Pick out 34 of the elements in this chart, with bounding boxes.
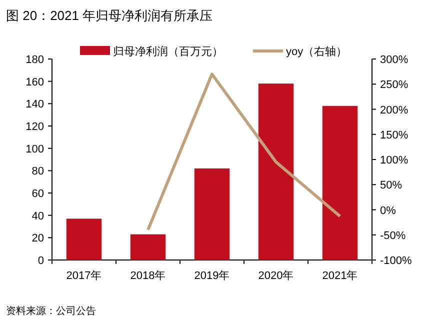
x-tick-label: 2017年 bbox=[66, 270, 102, 282]
y-tick-label: 0 bbox=[38, 255, 44, 267]
y-tick-label: 100 bbox=[26, 143, 44, 156]
line-series bbox=[146, 72, 342, 232]
y2-tick-label: 50% bbox=[380, 180, 402, 192]
bar bbox=[322, 106, 358, 260]
bar bbox=[66, 218, 102, 260]
y-tick-label: 80 bbox=[32, 166, 44, 178]
y-tick-label: 40 bbox=[32, 210, 44, 222]
y-tick-label: 140 bbox=[26, 98, 44, 111]
y2-tick-label: -100% bbox=[380, 255, 412, 267]
y2-tick-label: 150% bbox=[380, 129, 408, 142]
text: 资料来源：公司公告 bbox=[6, 305, 96, 317]
y2-tick-label: 100% bbox=[380, 154, 408, 166]
y-tick-label: 120 bbox=[26, 121, 44, 133]
y2-tick-label: -50% bbox=[380, 230, 406, 242]
bar bbox=[258, 84, 294, 260]
x-tick-label: 2020年 bbox=[258, 270, 294, 282]
y-tick-label: 20 bbox=[32, 232, 44, 245]
chart-title: 图 20：2021 年归母净利润有所承压 bbox=[6, 8, 213, 23]
y-tick-label: 160 bbox=[26, 76, 44, 88]
x-tick-label: 2019年 bbox=[194, 270, 230, 282]
x-tick-label: 2018年 bbox=[130, 270, 166, 282]
bar bbox=[194, 168, 230, 260]
y2-tick-label: 200% bbox=[380, 104, 408, 116]
y2-tick-label: 250% bbox=[380, 79, 408, 92]
legend-label: 归母净利润（百万元） bbox=[113, 45, 223, 58]
y-tick-label: 60 bbox=[32, 188, 44, 200]
y-tick-label: 180 bbox=[26, 54, 44, 66]
x-tick-label: 2021年 bbox=[322, 270, 358, 282]
y2-tick-label: 300% bbox=[380, 54, 408, 66]
legend-label: yoy（右轴） bbox=[286, 45, 348, 58]
bar bbox=[130, 234, 166, 260]
y2-tick-label: 0% bbox=[380, 204, 396, 217]
